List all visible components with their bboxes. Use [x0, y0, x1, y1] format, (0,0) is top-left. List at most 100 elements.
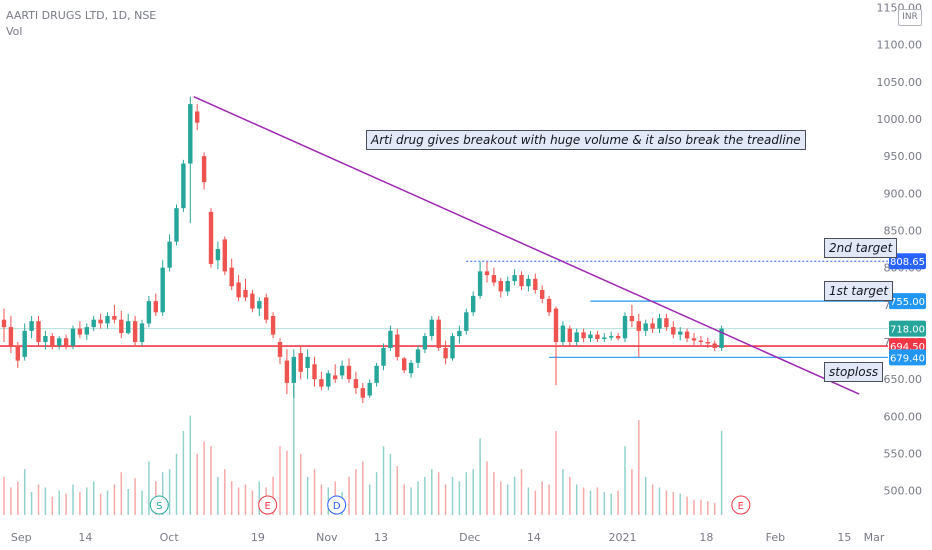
candle-body: [167, 241, 172, 268]
event-marker: [731, 495, 751, 515]
volume-bar: [665, 490, 668, 515]
currency-badge[interactable]: INR: [898, 9, 922, 26]
symbol-title[interactable]: AARTI DRUGS LTD, 1D, NSE: [6, 9, 157, 22]
candle-body: [484, 271, 490, 276]
volume-legend[interactable]: Vol: [6, 25, 23, 38]
volume-bar: [520, 469, 523, 515]
volume-bar: [203, 441, 205, 515]
candle-body: [615, 336, 621, 339]
volume-bar: [513, 476, 516, 515]
candle-body: [636, 321, 641, 331]
volume-bar: [230, 481, 233, 515]
candle-body: [201, 156, 207, 183]
volume-bar: [113, 484, 116, 515]
volume-bar: [196, 453, 198, 515]
volume-bar: [396, 466, 399, 515]
candle-body: [512, 275, 517, 282]
trendline-layer[interactable]: [193, 95, 860, 395]
time-axis[interactable]: Sep 14 Oct 19 Nov 13 Dec 14 2021 18 Feb 15 Mar: [11, 531, 885, 544]
candle-body: [195, 111, 200, 123]
volume-bar: [99, 493, 102, 515]
price-label: 679.40: [890, 353, 925, 364]
candle-body: [691, 338, 697, 341]
breakout-annotation[interactable]: Arti drug gives breakout with huge volum…: [366, 130, 806, 150]
volume-bar: [527, 487, 530, 515]
volume-bar: [541, 481, 543, 515]
volume-bar: [534, 490, 537, 515]
volume-bar: [638, 420, 640, 515]
volume-bar: [707, 501, 709, 515]
candle-body: [477, 271, 483, 296]
candle-body: [698, 340, 704, 342]
volume-bar: [693, 499, 695, 515]
candle-body: [229, 267, 234, 287]
event-marker: [258, 495, 278, 515]
candle-body: [588, 334, 593, 339]
candle-body: [298, 353, 303, 372]
volume-layer: [3, 385, 723, 515]
second-target-annotation[interactable]: 2nd target: [824, 238, 898, 258]
volume-bar: [320, 484, 323, 515]
candle-body: [146, 301, 152, 324]
volume-bar: [348, 476, 350, 515]
x-tick-label: 2021: [609, 531, 637, 544]
volume-bar: [10, 487, 12, 515]
candle-body: [264, 297, 269, 320]
candle-body: [63, 338, 69, 346]
volume-bar: [37, 484, 40, 515]
volume-bar: [210, 446, 212, 515]
x-tick-label: 15: [837, 531, 851, 544]
y-tick-label: 550.00: [884, 448, 923, 461]
volume-bar: [582, 487, 585, 515]
candle-body: [443, 347, 448, 359]
candle-body: [540, 289, 545, 299]
candle-body: [546, 298, 552, 313]
candle-body: [422, 336, 428, 350]
candle-body: [719, 328, 724, 348]
candle-body: [8, 327, 14, 346]
volume-bar: [51, 496, 54, 515]
candle-body: [43, 336, 48, 342]
candle-body: [609, 336, 614, 338]
candle-body: [671, 327, 676, 335]
candle-body: [112, 315, 117, 320]
candle-body: [84, 327, 89, 335]
candle-body: [436, 319, 441, 348]
candle-body: [395, 334, 400, 357]
volume-bar: [272, 476, 274, 515]
x-tick-label: Nov: [316, 531, 338, 544]
volume-bar: [451, 476, 454, 515]
candle-body: [650, 323, 655, 329]
volume-bar: [72, 484, 74, 515]
volume-bar: [644, 476, 647, 515]
volume-bar: [506, 484, 509, 515]
candle-body: [353, 379, 359, 389]
x-tick-label: 19: [251, 531, 265, 544]
candle-body: [50, 336, 55, 346]
x-tick-label: 13: [374, 531, 388, 544]
volume-bar: [293, 385, 295, 515]
volume-bar: [417, 481, 419, 515]
candles-layer: [1, 96, 724, 403]
volume-bar: [500, 481, 502, 515]
volume-bar: [23, 469, 26, 515]
candle-body: [429, 319, 434, 337]
y-tick-label: 1100.00: [877, 39, 923, 52]
stoploss-annotation[interactable]: stoploss: [824, 362, 884, 382]
price-label: 808.65: [890, 257, 925, 268]
volume-bar: [686, 496, 688, 515]
candle-body: [284, 360, 290, 383]
x-tick-label: Oct: [160, 531, 180, 544]
x-tick-label: Mar: [864, 531, 885, 544]
candle-body: [29, 321, 34, 331]
volume-bar: [244, 484, 247, 515]
volume-bar: [596, 487, 599, 515]
first-target-annotation[interactable]: 1st target: [824, 281, 894, 301]
x-tick-label: 14: [527, 531, 541, 544]
candle-body: [408, 362, 414, 374]
volume-bar: [175, 453, 178, 515]
volume-bar: [444, 484, 447, 515]
candle-body: [374, 365, 379, 383]
